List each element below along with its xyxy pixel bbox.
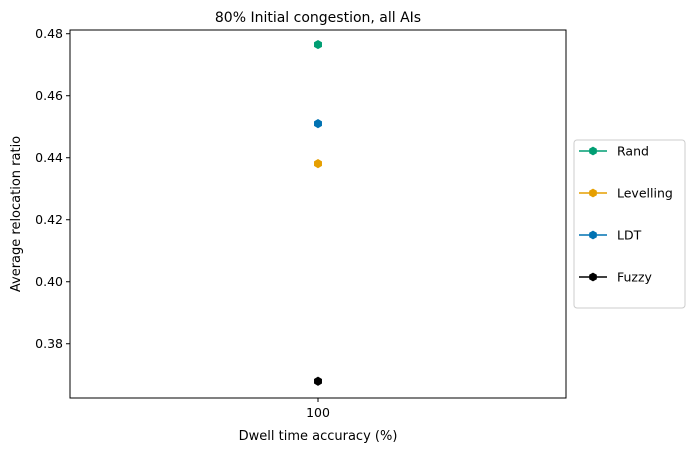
y-axis-ticks: 0.38 0.40 0.42 0.44 0.46 0.48 [35,26,70,351]
legend-marker [589,230,597,240]
x-axis-label: Dwell time accuracy (%) [239,429,398,444]
y-tick-label: 0.44 [35,150,63,165]
data-point-rand [314,39,322,50]
y-tick-label: 0.46 [35,88,63,103]
legend-item-ldt: LDT [579,228,642,243]
legend-label: Fuzzy [617,270,653,285]
legend-marker [589,188,597,198]
data-point-ldt [314,119,322,129]
y-tick-label: 0.42 [35,212,63,227]
y-tick-label: 0.40 [35,274,63,289]
plot-frame [69,29,567,399]
y-tick-label: 0.38 [35,336,63,351]
legend: Rand Levelling LDT Fuzzy [573,139,686,309]
legend-label: Levelling [617,186,673,201]
chart-title: 80% Initial congestion, all AIs [215,10,421,26]
legend-label: Rand [617,144,649,159]
data-point-levelling [314,159,322,169]
x-axis-ticks: 100 [306,398,330,420]
legend-label: LDT [617,228,642,243]
legend-marker [589,146,597,156]
legend-frame [573,139,686,309]
legend-item-rand: Rand [579,144,649,159]
data-point-fuzzy [314,376,322,386]
y-tick-label: 0.48 [35,26,63,41]
data-points [314,39,322,386]
legend-item-fuzzy: Fuzzy [579,270,653,285]
x-tick-label: 100 [306,405,330,420]
legend-item-levelling: Levelling [579,186,673,201]
y-axis-label: Average relocation ratio [9,136,24,292]
legend-marker [589,272,597,282]
